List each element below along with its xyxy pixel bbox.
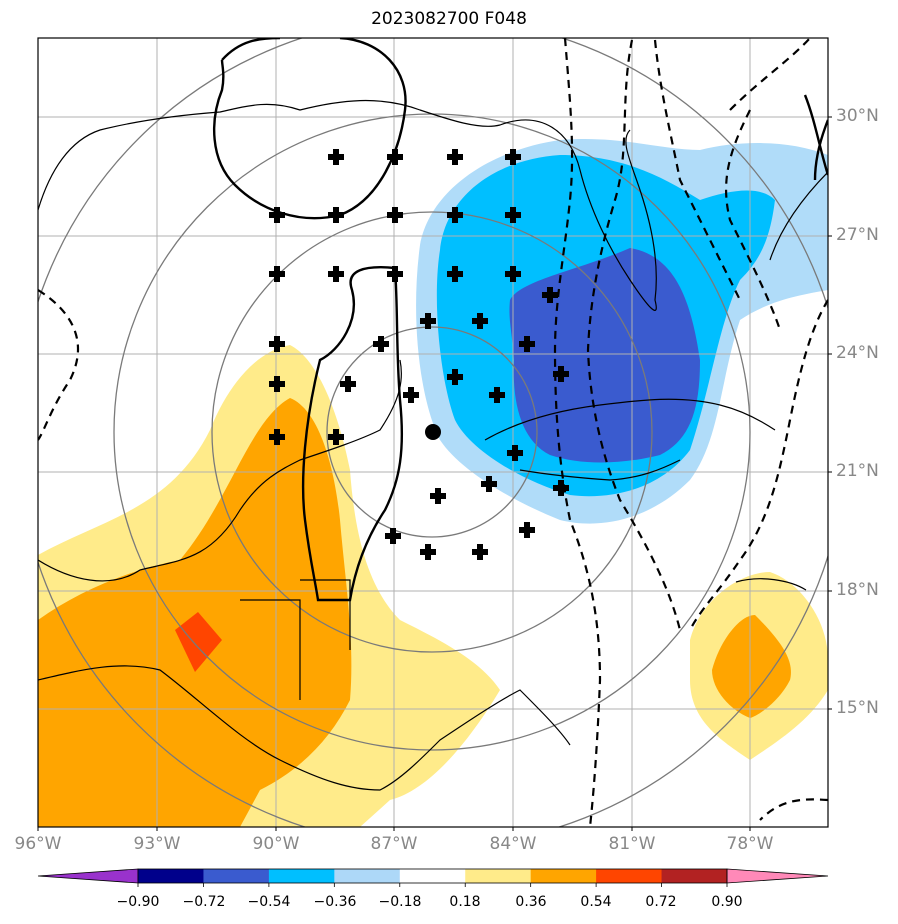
cross-marker — [430, 488, 446, 504]
cross-marker — [387, 266, 403, 282]
colorbar-extend-low — [37, 868, 139, 884]
cross-marker — [328, 266, 344, 282]
orange-field-east — [712, 615, 791, 718]
colorbar-tick-label: 0.36 — [515, 894, 547, 910]
cross-marker — [328, 207, 344, 223]
colorbar-segment — [530, 869, 597, 883]
colorbar-segment — [203, 869, 270, 883]
cross-marker — [269, 429, 285, 445]
lat-label-27N: 27°N — [836, 225, 879, 245]
lon-label-81W: 81°W — [608, 834, 656, 854]
colorbar-tick-label: 0.72 — [645, 894, 677, 910]
cross-marker — [385, 528, 401, 544]
cross-marker — [553, 366, 569, 382]
colorbar-tick-label: −0.54 — [247, 894, 291, 910]
colorbar — [37, 868, 829, 887]
cross-marker — [328, 429, 344, 445]
cross-marker — [481, 476, 497, 492]
cross-marker — [519, 522, 535, 538]
lon-label-84W: 84°W — [489, 834, 537, 854]
colorbar-tick-label: −0.36 — [313, 894, 357, 910]
cross-marker — [403, 387, 419, 403]
cross-marker — [373, 336, 389, 352]
cross-marker — [387, 149, 403, 165]
colorbar-tick-label: −0.18 — [378, 894, 422, 910]
cross-marker — [447, 149, 463, 165]
colorbar-segment — [465, 869, 532, 883]
cross-marker — [269, 336, 285, 352]
cross-marker — [505, 266, 521, 282]
colorbar-segment — [268, 869, 335, 883]
lon-label-87W: 87°W — [370, 834, 418, 854]
cross-marker — [505, 207, 521, 223]
lon-label-96W: 96°W — [14, 834, 62, 854]
gridlines — [38, 38, 828, 827]
dashed-contours — [38, 38, 828, 827]
cross-marker — [269, 266, 285, 282]
colorbar-segment — [596, 869, 663, 883]
center-marker — [425, 424, 441, 440]
cross-marker — [340, 376, 356, 392]
colorbar-outline — [137, 868, 728, 884]
cross-marker — [269, 376, 285, 392]
lon-label-78W: 78°W — [726, 834, 774, 854]
cross-marker — [472, 313, 488, 329]
colorbar-tick-label: 0.54 — [580, 894, 612, 910]
cross-marker — [505, 149, 521, 165]
cross-marker — [542, 287, 558, 303]
red-field — [175, 612, 222, 672]
colorbar-tick-label: 0.90 — [711, 894, 743, 910]
lat-label-21N: 21°N — [836, 461, 879, 481]
colorbar-segment — [138, 869, 204, 883]
cross-marker — [447, 369, 463, 385]
cross-marker — [328, 149, 344, 165]
colorbar-extend-high — [726, 868, 829, 884]
map-title: 2023082700 F048 — [371, 9, 527, 29]
cross-marker — [420, 313, 436, 329]
cross-marker — [553, 480, 569, 496]
colorbar-segment — [661, 869, 728, 883]
colorbar-segment — [399, 869, 466, 883]
colorbar-tick-label: −0.90 — [116, 894, 160, 910]
lon-label-90W: 90°W — [252, 834, 300, 854]
cross-marker — [447, 266, 463, 282]
cross-marker — [489, 387, 505, 403]
grid-point-markers — [269, 149, 569, 560]
lat-label-24N: 24°N — [836, 343, 879, 363]
lat-label-30N: 30°N — [836, 106, 879, 126]
cross-marker — [447, 207, 463, 223]
colorbar-tick-label: −0.72 — [182, 894, 226, 910]
lat-label-15N: 15°N — [836, 698, 879, 718]
cross-marker — [387, 207, 403, 223]
lon-label-93W: 93°W — [133, 834, 181, 854]
orange-field — [38, 398, 352, 827]
coastlines — [38, 99, 828, 791]
cross-marker — [269, 207, 285, 223]
cross-marker — [472, 544, 488, 560]
cross-marker — [420, 544, 436, 560]
plot-frame — [37, 37, 829, 828]
cross-marker — [507, 445, 523, 461]
lat-label-18N: 18°N — [836, 580, 879, 600]
colorbar-tick-label: 0.18 — [449, 894, 481, 910]
colorbar-segment — [334, 869, 401, 883]
cross-marker — [519, 336, 535, 352]
